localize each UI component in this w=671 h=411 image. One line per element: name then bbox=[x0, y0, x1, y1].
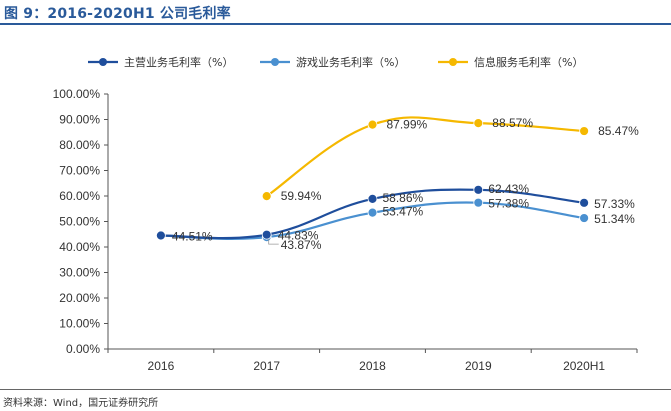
y-tick-label: 70.00% bbox=[59, 164, 100, 178]
data-point bbox=[261, 229, 272, 240]
legend-label: 信息服务毛利率（%） bbox=[474, 55, 583, 69]
label-leader-line bbox=[268, 239, 279, 245]
data-point bbox=[579, 213, 589, 223]
series-layer bbox=[155, 116, 589, 243]
legend-item-2: 游戏业务毛利率（%） bbox=[260, 55, 405, 69]
series-1 bbox=[155, 184, 589, 241]
data-point bbox=[367, 119, 378, 130]
data-point bbox=[579, 197, 589, 208]
y-tick-label: 20.00% bbox=[59, 291, 100, 305]
axes: 0.00% 10.00% 20.00% 30.00% 40.00% 50.00% 60.00… bbox=[53, 87, 638, 373]
figure-title: 图 9：2016-2020H1 公司毛利率 bbox=[4, 6, 231, 22]
legend-marker bbox=[271, 58, 279, 66]
y-tick-label: 60.00% bbox=[59, 189, 100, 203]
data-label: 88.57% bbox=[492, 116, 533, 130]
x-tick-label: 2019 bbox=[465, 359, 492, 373]
source-divider bbox=[0, 389, 671, 390]
y-tick-label: 100.00% bbox=[53, 87, 101, 101]
y-tick-label: 10.00% bbox=[59, 317, 100, 331]
y-tick-label: 30.00% bbox=[59, 266, 100, 280]
data-label: 58.86% bbox=[383, 191, 424, 205]
legend: 主营业务毛利率（%） 游戏业务毛利率（%） 信息服务毛利率（%） bbox=[88, 55, 583, 69]
y-tick-label: 90.00% bbox=[59, 113, 100, 127]
data-label: 62.43% bbox=[488, 182, 529, 196]
title-divider bbox=[0, 23, 671, 25]
legend-marker bbox=[449, 58, 457, 66]
data-label: 51.34% bbox=[594, 212, 635, 226]
data-label: 53.47% bbox=[383, 205, 424, 219]
legend-marker bbox=[99, 58, 107, 66]
x-tick-label: 2016 bbox=[148, 359, 175, 373]
x-tick-label: 2017 bbox=[253, 359, 280, 373]
data-label: 57.38% bbox=[488, 197, 529, 211]
data-label: 87.99% bbox=[387, 118, 428, 132]
legend-label: 主营业务毛利率（%） bbox=[124, 55, 233, 69]
x-tick-label: 2020H1 bbox=[563, 359, 605, 373]
series-3 bbox=[261, 116, 589, 202]
series-line bbox=[266, 116, 585, 198]
data-point bbox=[579, 126, 589, 136]
data-point bbox=[367, 207, 378, 218]
data-label: 44.83% bbox=[278, 229, 319, 243]
data-label: 57.33% bbox=[594, 197, 635, 211]
data-label: 59.94% bbox=[281, 189, 322, 203]
source-note: 资料来源：Wind，国元证券研究所 bbox=[3, 398, 159, 409]
data-labels: 44.51% 44.83% 58.86% 62.43% 57.33% 43.87% 53.4… bbox=[172, 116, 639, 252]
legend-label: 游戏业务毛利率（%） bbox=[296, 55, 405, 69]
data-point bbox=[367, 194, 378, 204]
y-tick-label: 50.00% bbox=[59, 215, 100, 229]
data-point bbox=[473, 118, 484, 129]
legend-item-3: 信息服务毛利率（%） bbox=[438, 55, 583, 69]
data-label: 44.51% bbox=[172, 229, 213, 243]
data-point bbox=[261, 191, 272, 202]
y-tick-label: 0.00% bbox=[66, 342, 100, 356]
x-tick-label: 2018 bbox=[359, 359, 386, 373]
data-label: 43.87% bbox=[281, 238, 322, 252]
legend-item-1: 主营业务毛利率（%） bbox=[88, 55, 233, 69]
data-point bbox=[155, 230, 166, 241]
data-point bbox=[473, 197, 484, 208]
y-tick-label: 40.00% bbox=[59, 240, 100, 254]
y-tick-label: 80.00% bbox=[59, 138, 100, 152]
data-label: 85.47% bbox=[598, 124, 639, 138]
data-point bbox=[473, 184, 484, 195]
